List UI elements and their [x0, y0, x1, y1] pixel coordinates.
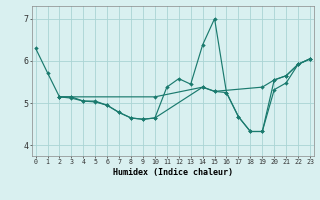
X-axis label: Humidex (Indice chaleur): Humidex (Indice chaleur): [113, 168, 233, 177]
